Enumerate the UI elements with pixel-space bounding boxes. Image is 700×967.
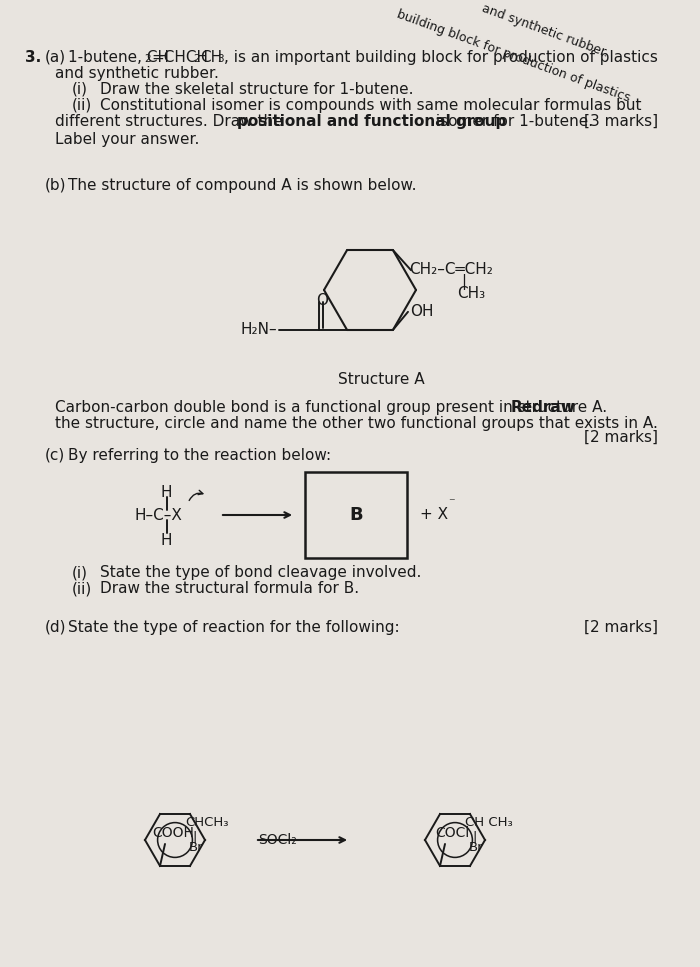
Text: ⁻: ⁻ bbox=[448, 496, 454, 509]
Text: [3 marks]: [3 marks] bbox=[584, 114, 658, 129]
Text: Carbon-carbon double bond is a functional group present in structure A.: Carbon-carbon double bond is a functiona… bbox=[55, 400, 612, 415]
Text: 1-butene, CH: 1-butene, CH bbox=[68, 50, 169, 65]
Text: State the type of bond cleavage involved.: State the type of bond cleavage involved… bbox=[100, 565, 421, 580]
Text: H–C–X: H–C–X bbox=[135, 508, 183, 523]
Text: State the type of reaction for the following:: State the type of reaction for the follo… bbox=[68, 620, 400, 635]
Text: 3: 3 bbox=[217, 53, 223, 64]
Text: the structure, circle and name the other two functional groups that exists in A.: the structure, circle and name the other… bbox=[55, 416, 658, 431]
Text: positional and functional group: positional and functional group bbox=[237, 114, 506, 129]
Text: H: H bbox=[161, 533, 172, 548]
Text: Draw the structural formula for B.: Draw the structural formula for B. bbox=[100, 581, 359, 596]
Text: , is an important building block for production of plastics: , is an important building block for pro… bbox=[224, 50, 658, 65]
Text: Br: Br bbox=[469, 841, 484, 854]
Text: CH₂–C═CH₂: CH₂–C═CH₂ bbox=[409, 262, 493, 278]
Text: (ii): (ii) bbox=[72, 98, 92, 113]
Text: H₂N–: H₂N– bbox=[241, 322, 278, 337]
Text: B: B bbox=[349, 506, 363, 524]
Text: CH: CH bbox=[200, 50, 222, 65]
Text: 2: 2 bbox=[144, 53, 150, 64]
Text: building block for production of plastics: building block for production of plastic… bbox=[395, 8, 632, 104]
Text: [2 marks]: [2 marks] bbox=[584, 620, 658, 635]
Text: Constitutional isomer is compounds with same molecular formulas but: Constitutional isomer is compounds with … bbox=[100, 98, 641, 113]
Text: 2: 2 bbox=[193, 53, 199, 64]
Text: Redraw: Redraw bbox=[511, 400, 576, 415]
Text: OH: OH bbox=[410, 304, 433, 319]
Text: Structure A: Structure A bbox=[338, 372, 425, 387]
Text: (b): (b) bbox=[45, 178, 66, 193]
Text: (a): (a) bbox=[45, 50, 66, 65]
Bar bbox=[305, 472, 407, 558]
Text: COOH: COOH bbox=[152, 826, 194, 840]
Text: Label your answer.: Label your answer. bbox=[55, 132, 199, 147]
Text: and synthetic rubber.: and synthetic rubber. bbox=[480, 2, 610, 60]
Text: |: | bbox=[461, 275, 466, 290]
Text: and synthetic rubber.: and synthetic rubber. bbox=[55, 66, 219, 81]
Text: (c): (c) bbox=[45, 448, 65, 463]
Text: Draw the skeletal structure for 1-butene.: Draw the skeletal structure for 1-butene… bbox=[100, 82, 414, 97]
Text: CHCH₃: CHCH₃ bbox=[185, 816, 228, 829]
Text: (i): (i) bbox=[72, 82, 88, 97]
Text: (i): (i) bbox=[72, 565, 88, 580]
Text: CH₃: CH₃ bbox=[457, 286, 485, 301]
Text: COCl: COCl bbox=[435, 826, 469, 840]
Text: =CHCH: =CHCH bbox=[151, 50, 208, 65]
FancyArrowPatch shape bbox=[189, 490, 203, 501]
Text: CH CH₃: CH CH₃ bbox=[465, 816, 512, 829]
Text: (d): (d) bbox=[45, 620, 66, 635]
Text: different structures. Draw the: different structures. Draw the bbox=[55, 114, 288, 129]
Text: By referring to the reaction below:: By referring to the reaction below: bbox=[68, 448, 331, 463]
Text: H: H bbox=[161, 485, 172, 500]
Text: + X: + X bbox=[420, 507, 448, 522]
Text: (ii): (ii) bbox=[72, 581, 92, 596]
Text: SOCl₂: SOCl₂ bbox=[258, 833, 297, 847]
Text: The structure of compound A is shown below.: The structure of compound A is shown bel… bbox=[68, 178, 416, 193]
Text: |: | bbox=[192, 830, 197, 843]
Text: [2 marks]: [2 marks] bbox=[584, 430, 658, 445]
Text: isomer for 1-butene.: isomer for 1-butene. bbox=[431, 114, 593, 129]
Text: O: O bbox=[316, 293, 328, 308]
Text: |: | bbox=[472, 830, 477, 843]
Text: 3.: 3. bbox=[25, 50, 41, 65]
Text: Br: Br bbox=[189, 841, 204, 854]
